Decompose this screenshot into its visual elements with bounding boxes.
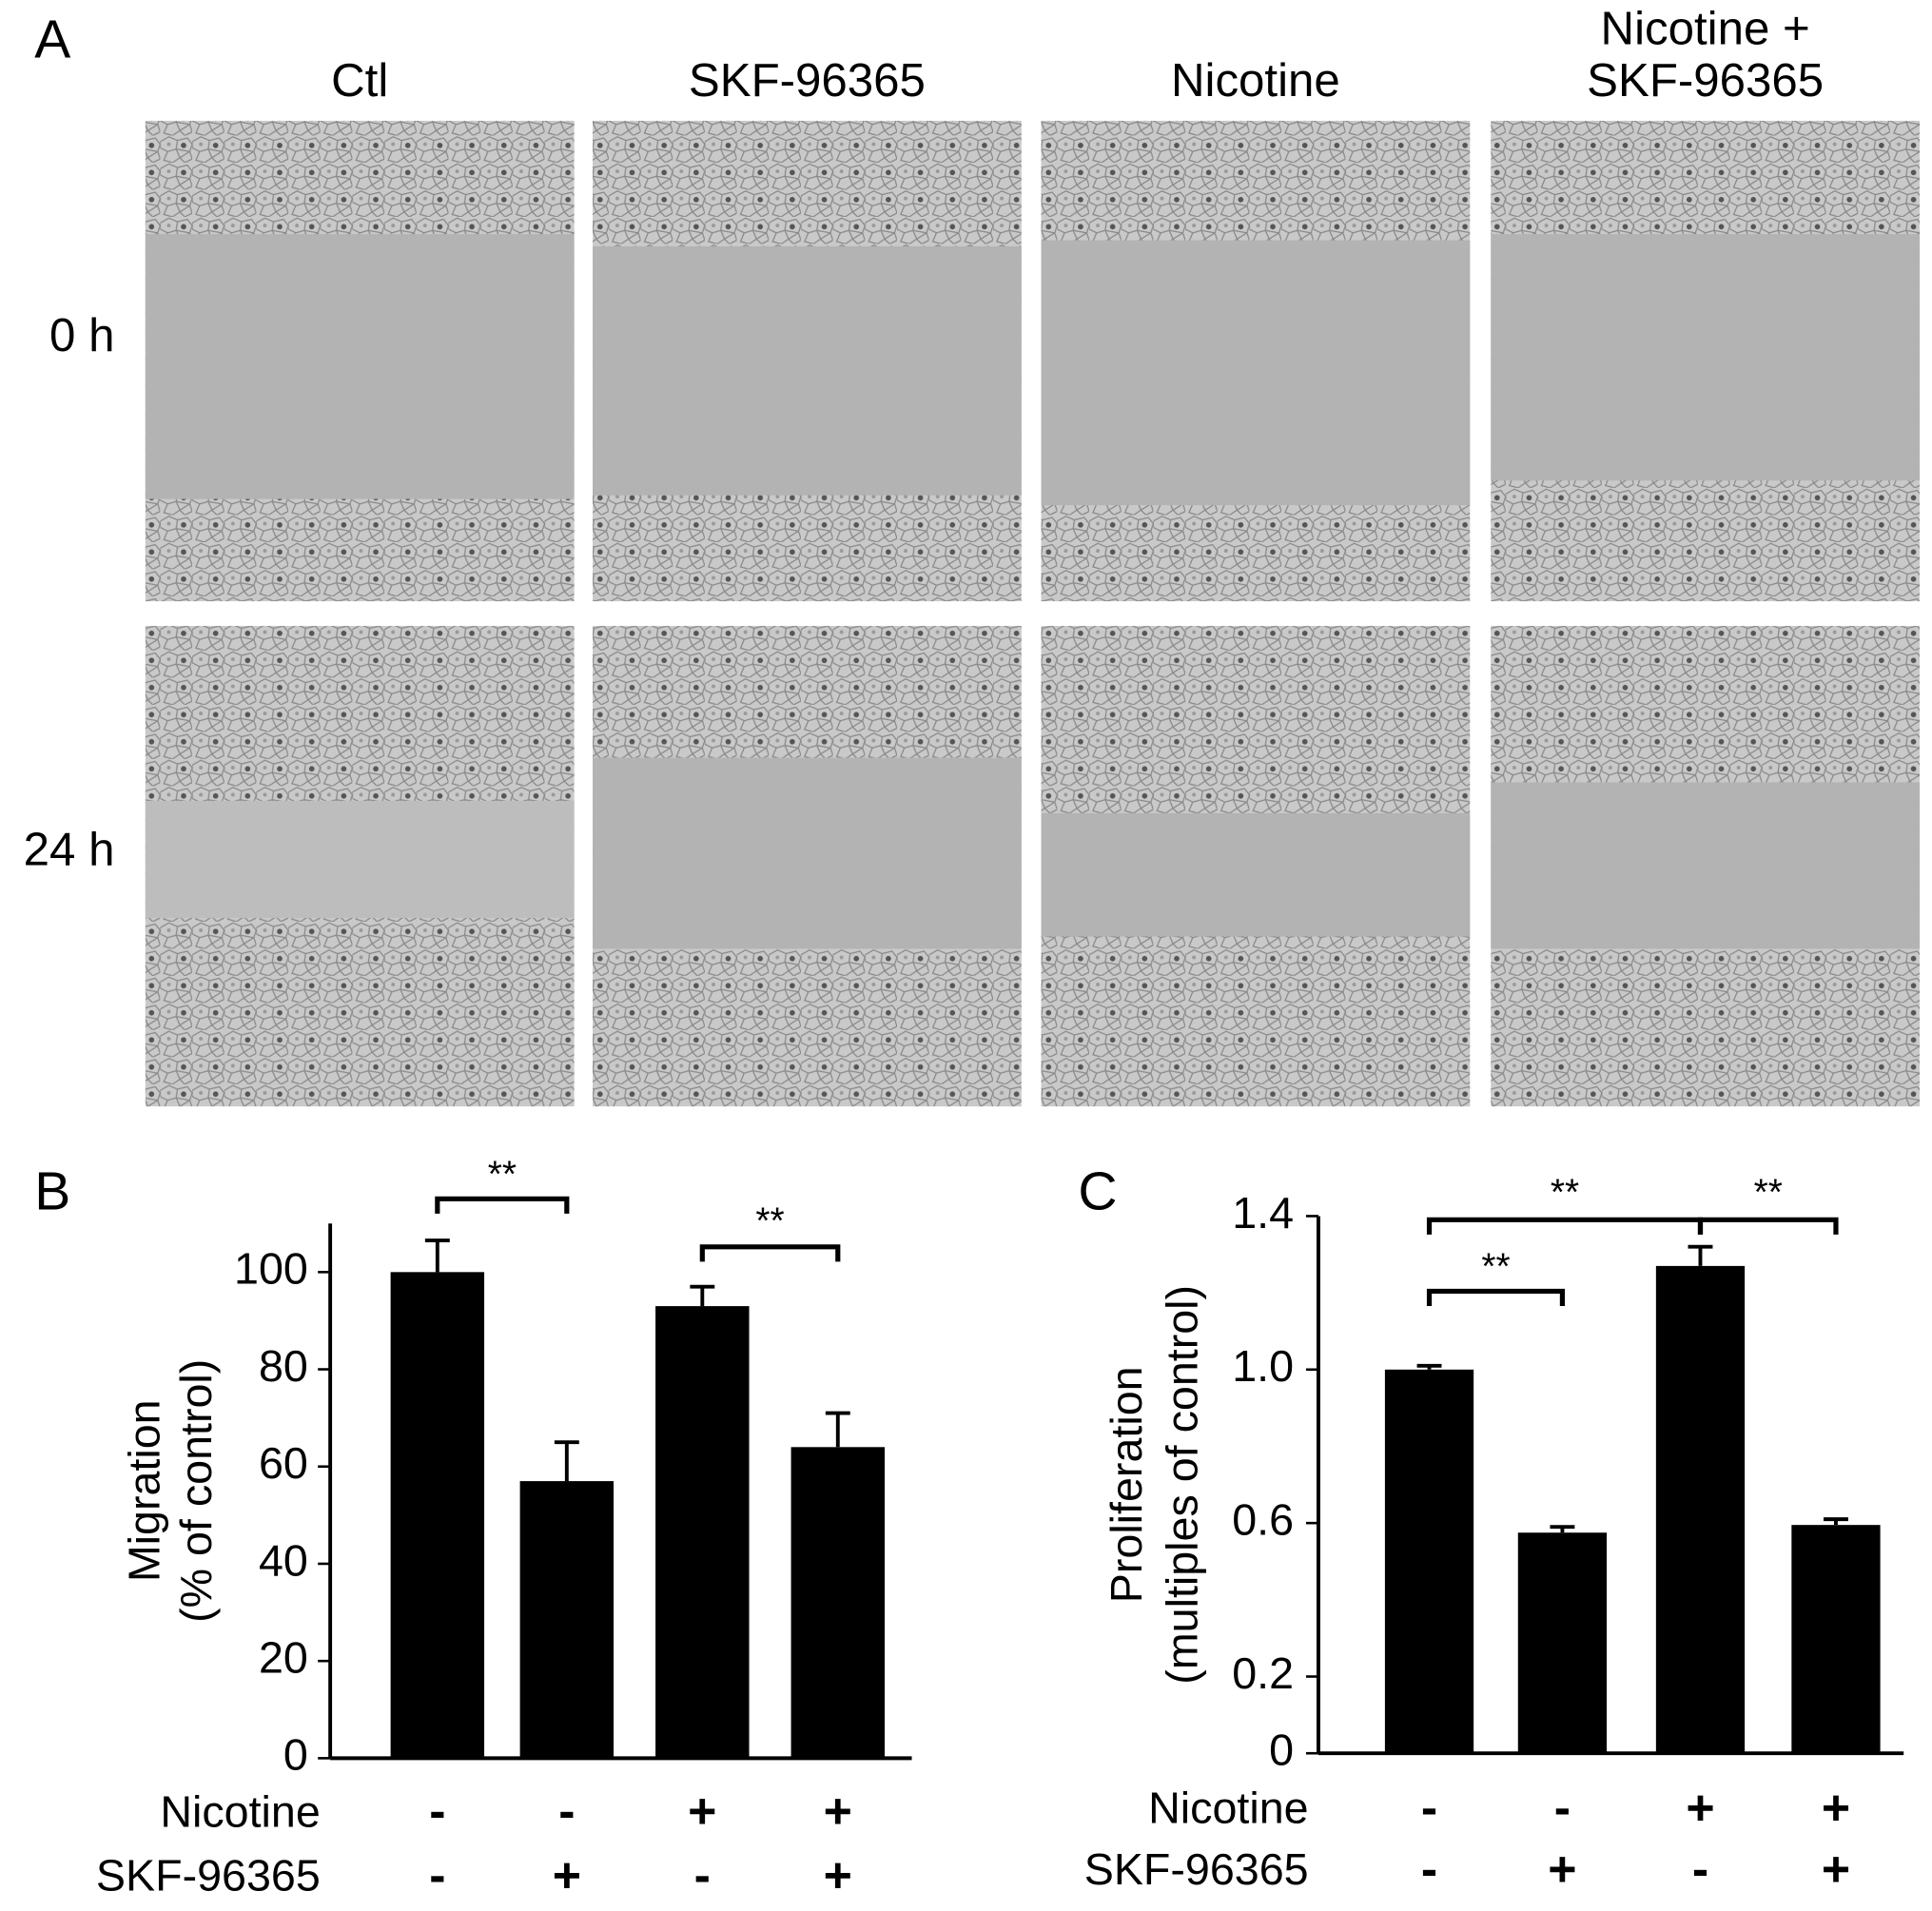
y-axis-label: Migration	[120, 1399, 169, 1582]
factor-level: -	[1692, 1842, 1708, 1897]
y-tick-label: 0	[283, 1730, 308, 1780]
y-tick-label: 0.6	[1232, 1494, 1294, 1544]
column-title: Nicotine	[1171, 54, 1340, 107]
y-tick-label: 0	[1269, 1726, 1294, 1775]
factor-level: -	[1554, 1780, 1571, 1835]
factor-level: +	[824, 1784, 852, 1839]
y-tick-label: 1.0	[1232, 1341, 1294, 1391]
y-tick-label: 60	[259, 1438, 308, 1488]
error-bar	[690, 1284, 715, 1307]
factor-name: Nicotine	[1148, 1783, 1308, 1832]
significance-label: **	[755, 1200, 784, 1241]
wound-gap	[145, 234, 575, 499]
factor-level: +	[1822, 1842, 1850, 1897]
error-bar	[825, 1411, 850, 1448]
y-tick-label: 80	[259, 1341, 308, 1391]
wound-gap	[145, 800, 575, 918]
error-bar	[1824, 1517, 1848, 1526]
column-title: SKF-96365	[1587, 54, 1824, 107]
panel-label: C	[1078, 1160, 1117, 1221]
factor-level: -	[1421, 1780, 1437, 1835]
y-axis-label: Proliferation	[1102, 1366, 1151, 1603]
row-label: 0 h	[49, 309, 114, 361]
bar	[1791, 1525, 1881, 1754]
factor-level: -	[429, 1847, 445, 1902]
factor-level: +	[824, 1847, 852, 1902]
factor-level: -	[694, 1847, 711, 1902]
factor-name: Nicotine	[160, 1786, 320, 1836]
wound-gap	[1041, 812, 1471, 937]
significance-label: **	[1754, 1173, 1783, 1214]
factor-level: +	[1822, 1780, 1850, 1835]
factor-level: -	[1421, 1842, 1437, 1897]
y-tick-label: 1.4	[1232, 1188, 1294, 1238]
significance-bracket	[1426, 1288, 1566, 1307]
bar	[1517, 1532, 1608, 1754]
significance-bracket	[1697, 1217, 1839, 1235]
factor-level: +	[553, 1847, 581, 1902]
wound-gap	[593, 246, 1022, 496]
significance-bracket	[699, 1244, 841, 1262]
factor-level: -	[558, 1784, 575, 1839]
column-title: SKF-96365	[689, 54, 926, 107]
error-bar	[1688, 1244, 1713, 1266]
bar	[790, 1447, 886, 1759]
column-title: Ctl	[331, 54, 388, 107]
factor-level: +	[1548, 1842, 1576, 1897]
bar	[390, 1272, 485, 1759]
factor-name: SKF-96365	[1084, 1844, 1309, 1894]
error-bar	[1416, 1363, 1442, 1370]
error-bar	[424, 1238, 450, 1273]
bar	[1384, 1369, 1474, 1754]
y-tick-label: 20	[259, 1632, 308, 1682]
significance-label: **	[1481, 1246, 1510, 1287]
micrographs	[145, 120, 1921, 1107]
wound-gap	[1491, 782, 1921, 949]
significance-label: **	[488, 1154, 517, 1195]
significance-label: **	[1551, 1173, 1579, 1214]
factor-level: +	[688, 1784, 716, 1839]
panel-label: B	[34, 1160, 70, 1221]
row-label: 24 h	[24, 823, 115, 875]
significance-bracket	[1426, 1217, 1704, 1235]
y-axis-label: (multiples of control)	[1157, 1285, 1206, 1685]
wound-gap	[1041, 240, 1471, 506]
panel-label: A	[34, 9, 70, 69]
wound-gap	[1491, 234, 1921, 481]
error-bar	[554, 1440, 579, 1482]
bar	[519, 1481, 615, 1759]
y-axis-label: (% of control)	[171, 1359, 221, 1623]
error-bar	[1550, 1525, 1575, 1533]
bar	[655, 1306, 750, 1759]
y-tick-label: 40	[259, 1535, 308, 1585]
factor-level: -	[429, 1784, 445, 1839]
y-tick-label: 100	[234, 1244, 308, 1294]
wound-gap	[593, 757, 1022, 949]
y-tick-label: 0.2	[1232, 1648, 1294, 1698]
factor-name: SKF-96365	[96, 1851, 321, 1901]
column-title: Nicotine +	[1601, 3, 1810, 55]
bar	[1655, 1265, 1746, 1754]
significance-bracket	[435, 1196, 570, 1214]
factor-level: +	[1686, 1780, 1714, 1835]
